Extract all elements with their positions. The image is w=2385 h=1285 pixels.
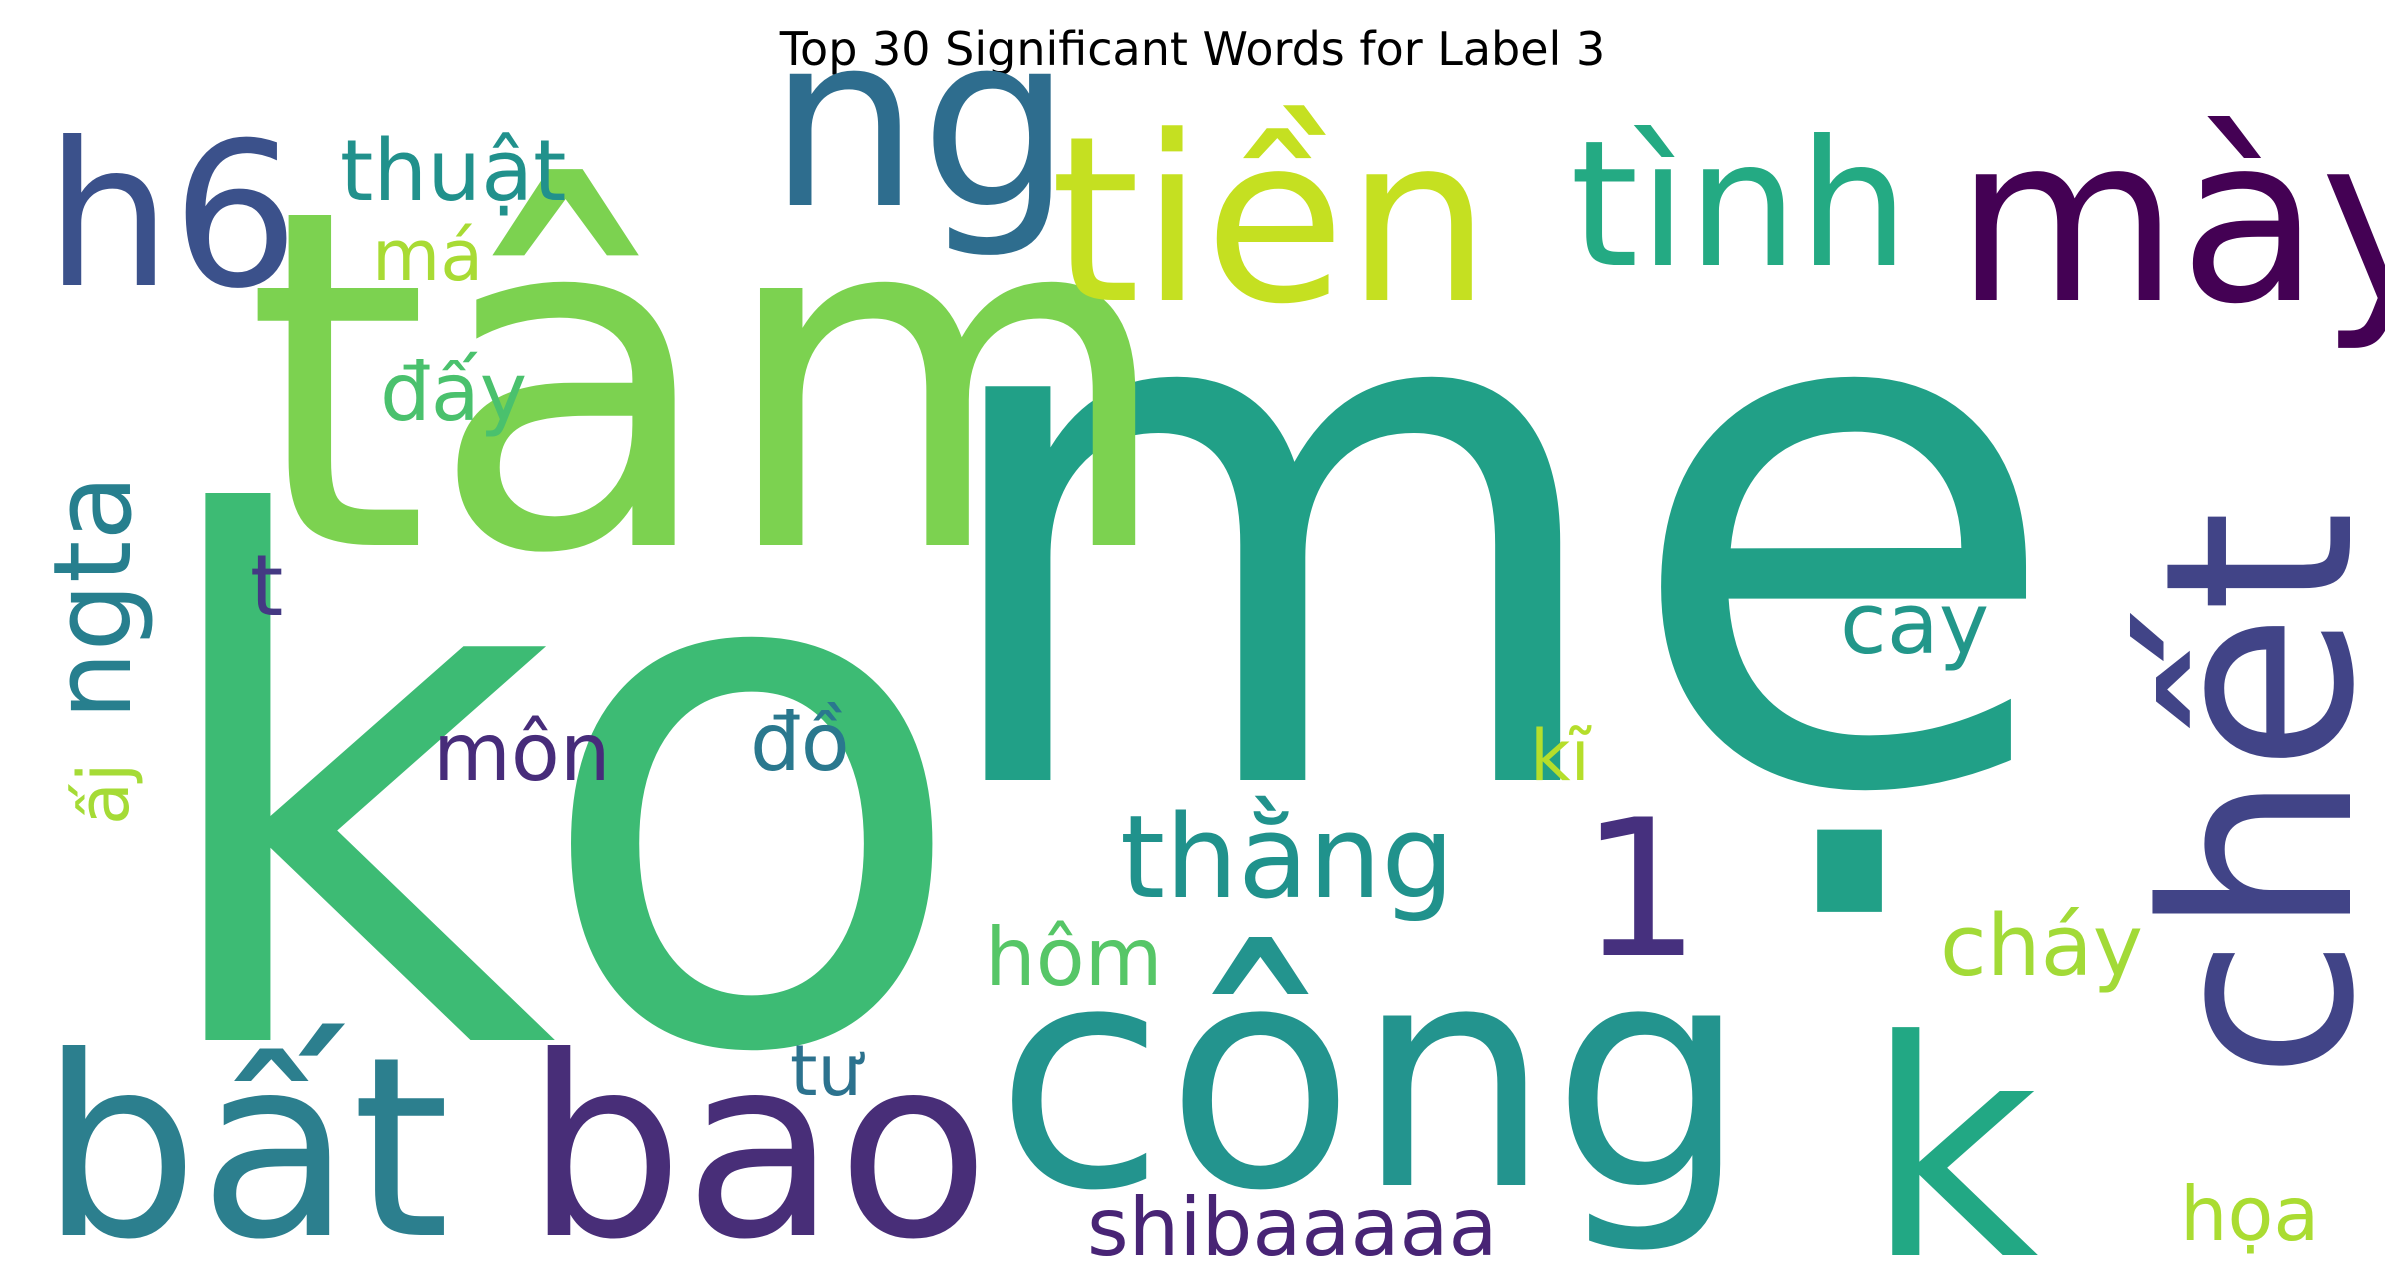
chart-title: Top 30 Significant Words for Label 3 — [779, 22, 1606, 76]
word-19: cay — [1840, 575, 1989, 674]
word-17: thuật — [340, 122, 567, 221]
word-27: ấj — [63, 763, 145, 825]
word-3: tâm — [245, 109, 1175, 656]
word-23: đồ — [750, 696, 850, 789]
word-26: kĩ — [1530, 715, 1593, 797]
word-22: hôm — [985, 911, 1163, 1004]
word-6: bất — [40, 1003, 450, 1285]
word-10: mày — [1955, 88, 2385, 355]
word-14: 1 — [1580, 779, 1701, 1000]
word-13: tình — [1570, 104, 1909, 307]
word-29: tư — [790, 1030, 865, 1112]
word-24: đấy — [380, 346, 527, 439]
word-16: ngta — [31, 474, 156, 720]
word-30: t — [250, 537, 283, 636]
word-1: mẹ — [920, 112, 2064, 950]
word-28: má — [372, 215, 483, 297]
word-18: shibaaaaa — [1087, 1181, 1498, 1274]
word-2: ko — [140, 372, 972, 1210]
word-12: k — [1865, 977, 2039, 1285]
word-8: ng — [768, 0, 1072, 262]
word-9: tiền — [1050, 88, 1491, 355]
word-21: cháy — [1940, 897, 2143, 996]
word-5: chết — [2110, 510, 2385, 1080]
word-11: h6 — [45, 100, 299, 333]
word-4: công — [995, 898, 1748, 1259]
word-15: thằng — [1120, 791, 1454, 925]
word-25: họa — [2180, 1170, 2319, 1258]
word-7: bao — [525, 1003, 990, 1285]
word-20: môn — [433, 706, 611, 799]
